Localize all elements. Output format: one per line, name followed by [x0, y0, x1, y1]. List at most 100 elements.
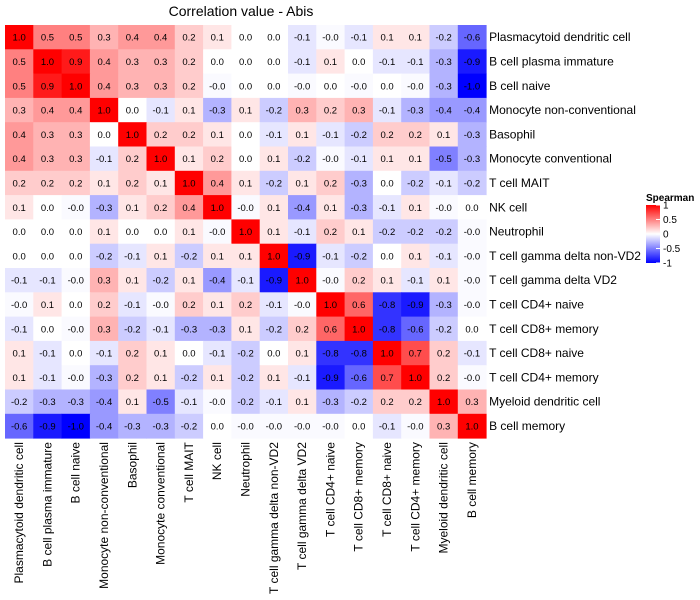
- cell-value-label: -0.0: [294, 81, 310, 92]
- heatmap-cell: [89, 146, 119, 172]
- heatmap-cell: [174, 73, 204, 99]
- cell-value-label: 0.1: [239, 251, 252, 262]
- heatmap-cell: [457, 316, 487, 342]
- heatmap-cell: [344, 122, 374, 147]
- heatmap-cell: [401, 49, 430, 75]
- cell-value-label: -0.0: [266, 421, 282, 432]
- cell-value-label: 0.2: [182, 33, 195, 44]
- cell-value-label: 0.5: [41, 33, 54, 44]
- heatmap-cell: [33, 219, 63, 245]
- cell-value-label: 1.0: [182, 178, 195, 189]
- heatmap-cell: [203, 219, 232, 245]
- heatmap-cell: [33, 73, 63, 99]
- cell-value-label: 0.9: [41, 81, 54, 92]
- heatmap-cell: [288, 316, 317, 342]
- cell-value-label: 0.0: [239, 130, 252, 141]
- heatmap-cell: [231, 25, 261, 50]
- heatmap-cell: [372, 170, 402, 196]
- heatmap-cell: [174, 219, 204, 245]
- heatmap-cell: [316, 73, 346, 99]
- row-label: T cell gamma delta VD2: [489, 273, 617, 287]
- heatmap-cell: [174, 268, 204, 293]
- heatmap-cell: [33, 316, 63, 342]
- row-label: T cell CD8+ memory: [489, 322, 598, 336]
- cell-value-label: -0.0: [435, 203, 451, 214]
- cell-value-label: 0.3: [69, 154, 82, 165]
- cell-value-label: -1.0: [464, 81, 480, 92]
- cell-value-label: 0.0: [69, 227, 82, 238]
- cell-value-label: -0.0: [68, 203, 84, 214]
- heatmap-cell: [203, 122, 232, 147]
- heatmap-cell: [429, 170, 459, 196]
- cell-value-label: -0.0: [351, 81, 367, 92]
- cell-value-label: 0.0: [465, 324, 478, 335]
- cell-value-label: 0.0: [211, 57, 224, 68]
- heatmap-cell: [203, 73, 232, 99]
- row-label: Monocyte non-conventional: [489, 103, 636, 117]
- heatmap-cell: [316, 268, 346, 293]
- heatmap-cell: [174, 122, 204, 147]
- heatmap-cell: [259, 340, 289, 366]
- cell-value-label: 0.2: [211, 154, 224, 165]
- heatmap-cell: [259, 49, 289, 75]
- heatmap-cell: [457, 73, 487, 99]
- cell-value-label: -0.0: [464, 373, 480, 384]
- row-label: NK cell: [489, 200, 527, 214]
- cell-value-label: -0.3: [351, 178, 367, 189]
- cell-value-label: 0.3: [126, 57, 139, 68]
- cell-value-label: 0.0: [69, 251, 82, 262]
- heatmap-cell: [372, 292, 402, 318]
- heatmap-cell: [146, 316, 176, 342]
- cell-value-label: -0.0: [322, 421, 338, 432]
- cell-value-label: -0.9: [322, 373, 338, 384]
- heatmap-cell: [61, 268, 91, 293]
- heatmap-cell: [259, 25, 289, 50]
- cell-value-label: 0.3: [154, 81, 167, 92]
- cell-value-label: -0.3: [407, 106, 423, 117]
- heatmap-cell: [89, 49, 119, 75]
- heatmap-cell: [429, 122, 459, 147]
- cell-value-label: -0.4: [209, 276, 225, 287]
- cell-value-label: 0.1: [97, 178, 110, 189]
- heatmap-cell: [203, 413, 232, 439]
- cell-value-label: 0.1: [267, 154, 280, 165]
- cell-value-label: -0.2: [407, 178, 423, 189]
- heatmap-cell: [5, 170, 34, 196]
- cell-value-label: -0.6: [351, 373, 367, 384]
- column-label: NK cell: [210, 442, 224, 480]
- heatmap-cell: [344, 170, 374, 196]
- column-label: Myeloid dendritic cell: [437, 442, 451, 553]
- heatmap-cell: [344, 389, 374, 415]
- cell-value-label: -0.2: [351, 397, 367, 408]
- cell-value-label: 0.1: [154, 178, 167, 189]
- heatmap-cell: [457, 146, 487, 172]
- cell-value-label: -0.9: [464, 57, 480, 68]
- cell-value-label: -0.1: [209, 349, 225, 360]
- cell-value-label: 1.0: [465, 421, 478, 432]
- cell-value-label: 1.0: [437, 397, 450, 408]
- cell-value-label: 0.4: [97, 81, 110, 92]
- heatmap-cell: [401, 340, 430, 366]
- column-label: B cell plasma immature: [40, 442, 54, 567]
- cell-value-label: -0.0: [407, 81, 423, 92]
- heatmap-cell: [5, 25, 34, 50]
- cell-value-label: -0.0: [464, 300, 480, 311]
- cell-value-label: 0.0: [154, 227, 167, 238]
- cell-value-label: 0.1: [239, 324, 252, 335]
- heatmap-cell: [457, 97, 487, 123]
- cell-value-label: 0.1: [182, 227, 195, 238]
- cell-value-label: 0.1: [324, 203, 337, 214]
- heatmap-cell: [174, 25, 204, 50]
- cell-value-label: -0.2: [379, 227, 395, 238]
- cell-value-label: 1.0: [324, 300, 337, 311]
- heatmap-cell: [457, 413, 487, 439]
- heatmap-cell: [146, 243, 176, 269]
- heatmap-cell: [344, 25, 374, 50]
- heatmap-cell: [429, 316, 459, 342]
- heatmap-cell: [372, 195, 402, 220]
- heatmap-cell: [231, 413, 261, 439]
- row-label: B cell naive: [489, 79, 551, 93]
- cell-value-label: -0.1: [351, 154, 367, 165]
- cell-value-label: 0.6: [324, 324, 337, 335]
- cell-value-label: -0.0: [209, 397, 225, 408]
